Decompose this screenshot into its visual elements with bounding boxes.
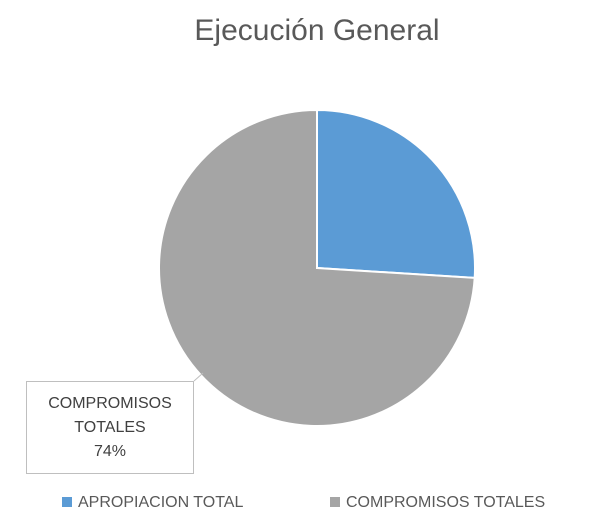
pie-slice [316,108,476,279]
pie-slice [158,108,476,427]
chart-title: Ejecución General [194,14,439,47]
data-label: COMPROMISOS TOTALES 74% [26,381,194,474]
leader-line [193,372,204,382]
legend-label: APROPIACION TOTAL [78,494,243,511]
legend-swatch [330,497,340,507]
data-label-category: COMPROMISOS TOTALES [48,394,172,436]
legend-label: COMPROMISOS TOTALES [346,494,545,511]
legend-swatch [62,497,72,507]
data-label-value: 74% [93,442,127,460]
